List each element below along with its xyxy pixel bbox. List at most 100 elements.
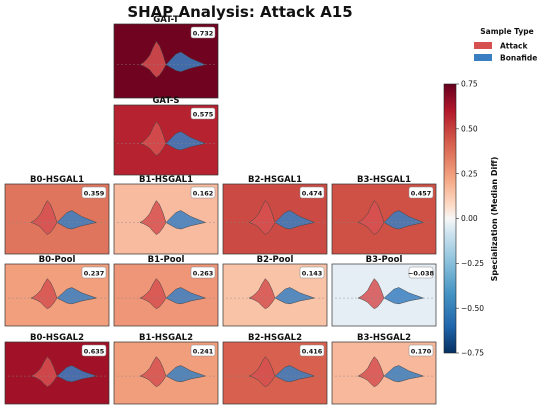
value-badge — [190, 107, 216, 120]
panel-title: B2-Pool — [257, 255, 294, 265]
panel-title: GAT-T — [153, 15, 179, 25]
panel-title: B1-HSGAL2 — [139, 333, 193, 343]
panel-b3-pool: B3-Pool −0.038 — [331, 255, 437, 327]
chart-title: SHAP Analysis: Attack A15 — [127, 3, 352, 21]
panel-b0-pool: B0-Pool 0.237 — [4, 255, 110, 327]
value-label: 0.237 — [84, 270, 105, 278]
value-badge — [408, 266, 434, 279]
colorbar-gradient — [443, 83, 457, 354]
legend-title: Sample Type — [480, 27, 534, 36]
violin-attack — [248, 278, 276, 310]
colorbar-label: Specialization (Median Diff) — [490, 157, 499, 282]
violin-pair — [117, 278, 215, 310]
violin-attack — [139, 356, 167, 388]
colorbar: 0.75 0.50 0.25 0.00 −0.25 −0.50 −0.75 Speciali… — [443, 80, 499, 358]
value-label: 0.170 — [411, 348, 432, 356]
panel-title: B1-HSGAL1 — [139, 175, 193, 185]
value-label: 0.263 — [193, 270, 214, 278]
violin-pair — [226, 200, 324, 235]
value-badge — [299, 344, 325, 357]
panel-title: B0-HSGAL2 — [30, 333, 84, 343]
legend-swatch-bonafide — [474, 54, 492, 61]
panel-title: B3-HSGAL2 — [357, 333, 411, 343]
colorbar-tick-label: 0.75 — [461, 80, 478, 89]
violin-pair — [335, 278, 433, 310]
violin-attack — [30, 278, 58, 310]
value-badge — [190, 344, 216, 357]
value-badge — [408, 344, 434, 357]
value-label: 0.457 — [411, 190, 432, 198]
violin-pair — [117, 121, 215, 156]
value-label: 0.575 — [193, 111, 214, 119]
value-badge — [190, 186, 216, 199]
violin-attack — [139, 121, 167, 156]
value-label: 0.635 — [84, 348, 105, 356]
legend: Sample Type Attack Bonafide — [474, 27, 537, 63]
violin-pair — [117, 40, 215, 78]
violin-attack — [248, 200, 276, 235]
panel-title: B1-Pool — [148, 255, 185, 265]
colorbar-tick-label: −0.50 — [461, 304, 484, 313]
violin-pair — [8, 200, 106, 235]
violin-attack — [357, 356, 385, 388]
panel-title: GAT-S — [152, 96, 179, 106]
panel-cell-b3-pool — [331, 263, 437, 327]
value-badge — [81, 186, 107, 199]
panel-title: B2-HSGAL1 — [248, 175, 302, 185]
legend-label-bonafide: Bonafide — [500, 54, 537, 63]
panel-grid: GAT-T0.732GAT-S0.575B0-HSGAL10.359B1-HSG… — [4, 15, 437, 405]
violin-attack — [30, 356, 58, 388]
violin-pair — [226, 278, 324, 310]
value-label: 0.416 — [302, 348, 323, 356]
colorbar-ticks: 0.75 0.50 0.25 0.00 −0.25 −0.50 −0.75 — [456, 80, 484, 358]
violin-pair — [335, 200, 433, 235]
panel-b2-pool: B2-Pool 0.143 — [222, 255, 328, 327]
violin-attack — [139, 278, 167, 310]
colorbar-tick-label: 0.25 — [461, 169, 478, 178]
value-badge — [299, 266, 325, 279]
panel-gat-t: GAT-T 0.732 — [113, 15, 219, 99]
violin-pair — [117, 200, 215, 235]
colorbar-tick-label: 0.00 — [461, 214, 478, 223]
value-label: −0.038 — [408, 270, 434, 278]
value-badge — [81, 344, 107, 357]
violin-pair — [8, 356, 106, 388]
panel-title: B0-HSGAL1 — [30, 175, 84, 185]
panel-title: B3-HSGAL1 — [357, 175, 411, 185]
value-label: 0.474 — [302, 190, 323, 198]
legend-swatch-attack — [474, 42, 492, 49]
violin-pair — [117, 356, 215, 388]
violin-attack — [357, 278, 385, 310]
colorbar-tick-label: −0.25 — [461, 259, 484, 268]
value-label: 0.162 — [193, 190, 214, 198]
panel-gat-s: GAT-S 0.575 — [113, 96, 219, 176]
violin-attack — [139, 40, 167, 78]
value-badge — [190, 266, 216, 279]
value-label: 0.359 — [84, 190, 105, 198]
value-label: 0.143 — [302, 270, 323, 278]
value-badge — [81, 266, 107, 279]
panel-b1-pool: B1-Pool 0.263 — [113, 255, 219, 327]
violin-pair — [8, 278, 106, 310]
violin-attack — [248, 356, 276, 388]
panel-title: B3-Pool — [366, 255, 403, 265]
violin-attack — [139, 200, 167, 235]
panel-title: B2-HSGAL2 — [248, 333, 302, 343]
value-label: 0.241 — [193, 348, 214, 356]
value-label: 0.732 — [193, 30, 214, 38]
violin-attack — [357, 200, 385, 235]
value-badge — [299, 186, 325, 199]
violin-attack — [30, 200, 58, 235]
colorbar-tick-label: −0.75 — [461, 349, 484, 358]
violin-pair — [335, 356, 433, 388]
